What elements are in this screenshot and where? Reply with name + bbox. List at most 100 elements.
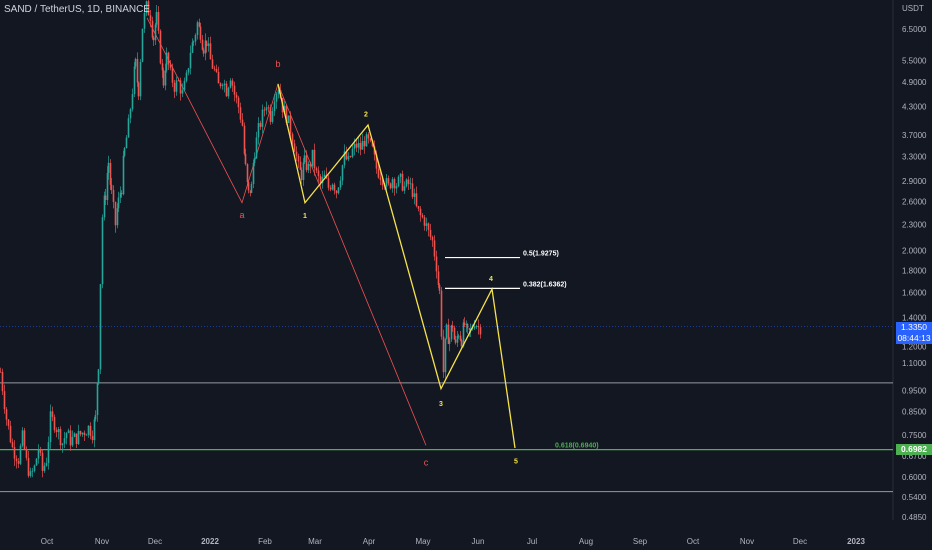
- candle: [143, 9, 146, 33]
- candle: [219, 82, 222, 89]
- candle: [73, 432, 76, 438]
- candle: [309, 161, 312, 174]
- candle: [57, 427, 60, 440]
- candle: [250, 181, 253, 194]
- candle: [359, 136, 362, 156]
- abc-wave-path: [146, 17, 427, 446]
- candle: [313, 143, 316, 176]
- candle: [217, 66, 220, 84]
- candle: [127, 114, 130, 138]
- candle: [3, 384, 6, 414]
- candle: [17, 458, 20, 468]
- candle: [460, 338, 463, 349]
- candle: [154, 22, 157, 46]
- candle: [69, 425, 72, 451]
- candle: [273, 94, 276, 116]
- candle: [149, 9, 152, 28]
- candle: [109, 159, 112, 191]
- candle: [81, 432, 84, 438]
- abc-wave-layer: a b c: [146, 17, 429, 468]
- candle: [442, 329, 445, 378]
- candle: [407, 176, 410, 191]
- y-tick-label: 4.9000: [902, 78, 927, 87]
- candle: [99, 283, 102, 374]
- currency-label: USDT: [902, 4, 924, 13]
- candle: [211, 54, 214, 70]
- y-tick-label: 0.4850: [902, 513, 927, 522]
- symbol-title[interactable]: SAND / TetherUS, 1D, BINANCE: [4, 4, 150, 15]
- time-axis[interactable]: Oct Nov Dec 2022 Feb Mar Apr May Jun Jul Aug Sep Oct…: [41, 537, 866, 546]
- candle: [173, 79, 176, 99]
- x-tick-label: Jul: [527, 537, 537, 546]
- candle: [167, 51, 170, 70]
- candle: [202, 47, 205, 57]
- candle: [459, 331, 462, 342]
- candle: [361, 133, 364, 150]
- x-tick-label: Sep: [633, 537, 648, 546]
- candle: [199, 23, 202, 44]
- candle: [177, 77, 180, 82]
- y-tick-label: 0.6000: [902, 473, 927, 482]
- candle: [300, 167, 303, 184]
- candle: [116, 203, 119, 229]
- candle: [65, 432, 68, 445]
- x-tick-label: Jun: [472, 537, 485, 546]
- candle: [349, 155, 352, 158]
- current-price-value: 1.3350: [901, 322, 927, 332]
- candle: [367, 132, 370, 144]
- candle: [377, 163, 380, 179]
- candle: [41, 449, 44, 478]
- candle: [255, 131, 258, 159]
- candle: [11, 438, 14, 449]
- candle: [409, 177, 412, 190]
- candle: [431, 235, 434, 247]
- candle: [231, 78, 234, 92]
- candle: [302, 158, 305, 186]
- candle: [209, 36, 212, 60]
- candle: [104, 188, 107, 206]
- candle: [157, 6, 160, 34]
- y-tick-label: 0.6700: [902, 452, 927, 461]
- y-tick-label: 3.3000: [902, 152, 927, 161]
- candle: [229, 78, 232, 89]
- y-tick-label: 2.0000: [902, 247, 927, 256]
- candle: [261, 104, 264, 134]
- x-tick-label: Apr: [363, 537, 376, 546]
- candle: [101, 214, 104, 289]
- candle: [275, 92, 278, 109]
- candle: [161, 58, 164, 78]
- candle: [47, 436, 50, 470]
- candle: [463, 317, 466, 327]
- candle: [0, 367, 2, 373]
- candle: [466, 323, 469, 334]
- candle: [345, 146, 348, 161]
- candle: [415, 186, 418, 208]
- candle: [241, 113, 244, 127]
- price-axis[interactable]: 6.5000 5.5000 4.9000 4.3000 3.7000 3.3000 2.90…: [902, 25, 927, 522]
- candle: [331, 183, 334, 191]
- wave-label-5: 5: [514, 459, 518, 466]
- candle: [21, 427, 24, 448]
- candle: [479, 324, 482, 339]
- candle: [93, 416, 96, 448]
- x-tick-label: Nov: [95, 537, 109, 546]
- candle: [437, 265, 440, 289]
- candle: [421, 212, 424, 219]
- candle: [341, 164, 344, 186]
- y-tick-label: 0.9500: [902, 387, 927, 396]
- candle: [269, 104, 272, 125]
- candle: [43, 462, 46, 473]
- candle: [417, 205, 420, 212]
- y-tick-label: 1.8000: [902, 266, 927, 275]
- candle: [1, 368, 4, 396]
- y-tick-label: 3.7000: [902, 131, 927, 140]
- candle: [155, 5, 158, 28]
- candle: [196, 20, 199, 40]
- candle: [393, 177, 396, 196]
- candle: [249, 190, 252, 197]
- candle: [305, 150, 308, 173]
- candle: [179, 77, 182, 101]
- candle: [83, 430, 86, 442]
- candle: [444, 338, 447, 379]
